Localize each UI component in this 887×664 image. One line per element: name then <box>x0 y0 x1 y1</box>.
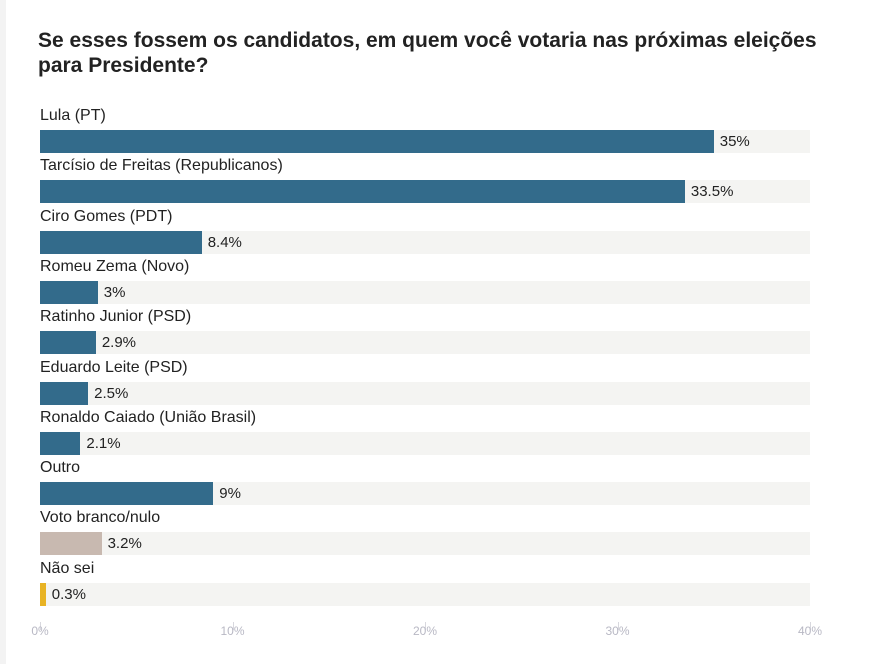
bar <box>40 582 46 606</box>
bar-track: 33.5% <box>40 180 810 204</box>
x-tick <box>425 622 426 630</box>
bar-track: 35% <box>40 130 810 153</box>
category-label: Outro <box>40 459 81 477</box>
category-label: Não sei <box>40 559 95 577</box>
value-label: 8.4% <box>207 233 242 251</box>
x-tick-label: 30% <box>605 624 630 638</box>
bar <box>40 381 89 405</box>
category-label: Lula (PT) <box>40 107 106 124</box>
bar-track: 9% <box>40 482 810 506</box>
value-label: 2.5% <box>94 384 129 402</box>
bar-track: 8.4% <box>40 230 810 254</box>
value-label: 2.9% <box>101 334 137 352</box>
bar <box>40 130 714 153</box>
x-tick-label: 20% <box>412 624 438 638</box>
category-label: Ciro Gomes (PDT) <box>40 207 173 225</box>
x-tick-label: 10% <box>220 624 245 638</box>
bar-track: 3.2% <box>40 532 810 556</box>
value-label: 3.2% <box>107 535 142 553</box>
category-label: Eduardo Leite (PSD) <box>40 358 188 376</box>
category-label: Ratinho Junior (PSD) <box>40 308 192 326</box>
bar <box>40 532 102 556</box>
x-tick <box>40 622 41 630</box>
x-tick-label: 0% <box>31 624 49 638</box>
bar-track: 2.5% <box>40 381 810 405</box>
left-edge <box>0 0 6 664</box>
chart-title: Se esses fossem os candidatos, em quem v… <box>38 29 817 77</box>
value-label: 9% <box>219 485 241 503</box>
value-label: 0.3% <box>51 585 86 603</box>
x-tick <box>810 622 811 630</box>
x-tick <box>617 622 619 630</box>
value-label: 33.5% <box>690 183 734 201</box>
category-label: Tarcísio de Freitas (Republicanos) <box>40 157 283 175</box>
x-tick <box>232 622 234 630</box>
bar-track: 2.1% <box>40 431 810 455</box>
value-label: 3% <box>103 283 126 301</box>
bar <box>40 331 96 355</box>
bar <box>40 431 81 455</box>
bar-track: 0.3% <box>40 582 810 606</box>
x-tick-label: 40% <box>797 624 823 638</box>
bar-track: 3% <box>40 280 810 304</box>
category-label: Voto branco/nulo <box>40 509 161 527</box>
bar <box>40 180 685 204</box>
bar <box>40 280 98 304</box>
value-label: 2.1% <box>86 434 121 452</box>
category-label: Ronaldo Caiado (União Brasil) <box>40 408 257 426</box>
value-label: 35% <box>719 133 750 150</box>
bar <box>40 482 214 506</box>
bar-track: 2.9% <box>40 331 810 355</box>
bar <box>40 230 202 254</box>
category-label: Romeu Zema (Novo) <box>40 257 190 275</box>
